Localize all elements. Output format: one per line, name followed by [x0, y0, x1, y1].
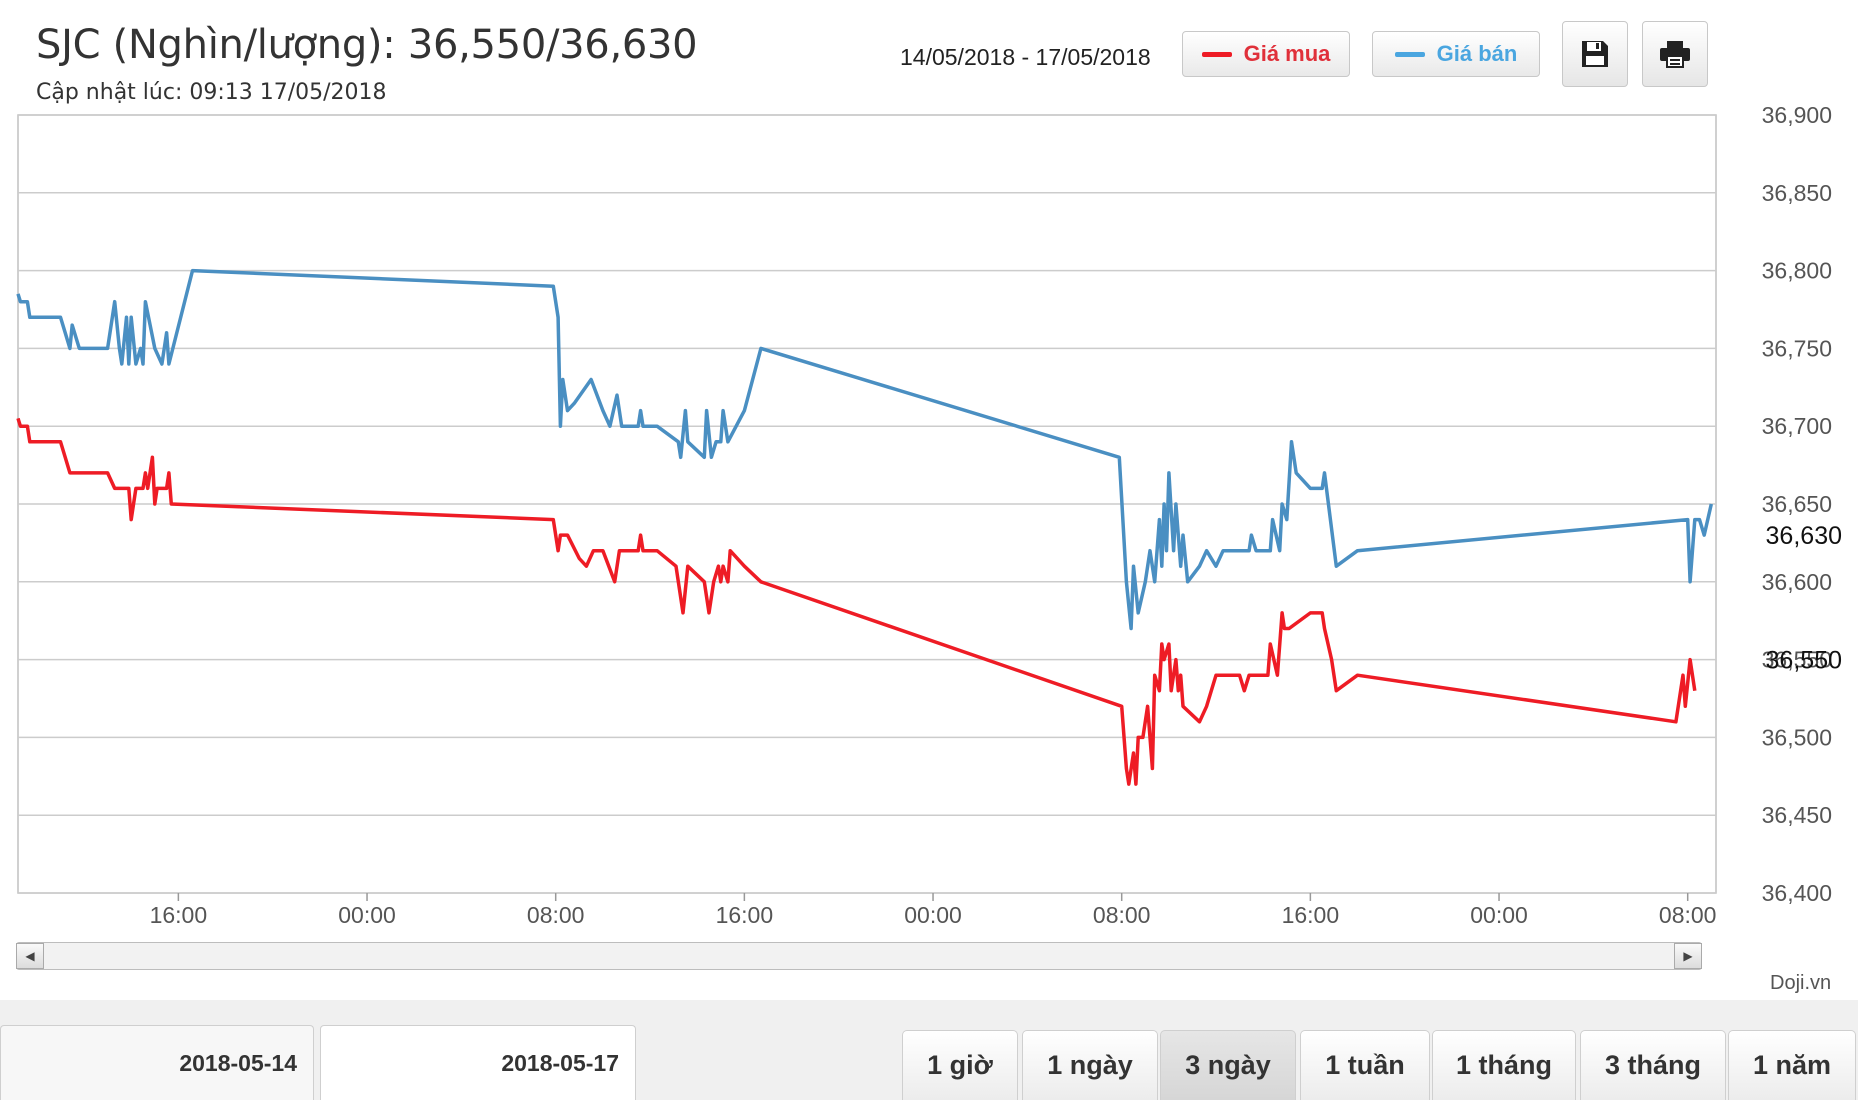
y-tick-label: 36,400: [1762, 880, 1832, 906]
period-1-month-button[interactable]: 1 tháng: [1432, 1030, 1576, 1100]
legend-sell-swatch: [1394, 51, 1425, 57]
period-label: 1 tuần: [1325, 1050, 1405, 1080]
scroll-right-icon: ▶: [1683, 949, 1693, 963]
period-3-months-button[interactable]: 3 tháng: [1580, 1030, 1726, 1100]
y-tick-label: 36,600: [1762, 569, 1832, 595]
print-button[interactable]: [1642, 21, 1708, 87]
from-date-label: 2018-05-14: [179, 1049, 297, 1076]
current-buy-label: 36,550: [1766, 647, 1842, 675]
buy-price-line: [16, 417, 1697, 786]
period-label: 1 giờ: [927, 1050, 993, 1080]
printer-icon: [1660, 41, 1690, 68]
x-tick-label: 00:00: [904, 902, 962, 928]
scroll-right-button[interactable]: ▶: [1674, 943, 1702, 969]
x-tick-label: 08:00: [1093, 902, 1151, 928]
y-tick-label: 36,500: [1762, 724, 1832, 750]
page-title: SJC (Nghìn/lượng): 36,550/36,630: [36, 22, 698, 68]
scroll-left-button[interactable]: ◀: [16, 943, 44, 969]
x-tick-label: 08:00: [1659, 902, 1717, 928]
legend-sell-label: Giá bán: [1436, 41, 1518, 66]
x-tick-label: 16:00: [1282, 902, 1340, 928]
x-tick-label: 00:00: [1470, 902, 1528, 928]
x-tick-label: 16:00: [150, 902, 208, 928]
price-chart: 36,400 36,450 36,500 36,550 36,600 36,650 36,7…: [16, 102, 1842, 928]
from-date-tab[interactable]: 2018-05-14: [0, 1025, 314, 1100]
save-button[interactable]: [1562, 21, 1628, 87]
y-tick-label: 36,900: [1762, 102, 1832, 128]
x-tick-label: 00:00: [338, 902, 396, 928]
y-tick-label: 36,550: [1762, 647, 1832, 673]
y-tick-label: 36,700: [1762, 413, 1832, 439]
period-label: 1 năm: [1752, 1050, 1832, 1080]
to-date-tab[interactable]: 2018-05-17: [320, 1025, 636, 1100]
sell-price-line: [16, 268, 1714, 631]
period-1-hour-button[interactable]: 1 giờ: [902, 1030, 1018, 1100]
chart-scrollbar[interactable]: ◀ ▶: [16, 942, 1702, 970]
period-3-days-button[interactable]: 3 ngày: [1160, 1030, 1296, 1100]
to-date-label: 2018-05-17: [501, 1049, 619, 1076]
period-label: 3 ngày: [1185, 1050, 1271, 1080]
scroll-left-icon: ◀: [25, 949, 35, 963]
x-tick-label: 16:00: [716, 902, 774, 928]
legend-buy-swatch: [1201, 51, 1232, 57]
date-range: 14/05/2018 - 17/05/2018: [900, 44, 1151, 70]
y-tick-label: 36,650: [1762, 491, 1832, 517]
y-tick-label: 36,850: [1762, 180, 1832, 206]
x-tick-label: 08:00: [527, 902, 585, 928]
legend-buy-button[interactable]: Giá mua: [1182, 31, 1350, 77]
period-1-day-button[interactable]: 1 ngày: [1022, 1030, 1158, 1100]
credit-link[interactable]: Doji.vn: [1770, 972, 1832, 994]
y-tick-label: 36,750: [1762, 335, 1832, 361]
period-label: 1 tháng: [1455, 1050, 1552, 1080]
current-sell-label: 36,630: [1766, 522, 1842, 550]
legend-buy-label: Giá mua: [1243, 41, 1331, 66]
y-tick-label: 36,800: [1762, 258, 1832, 284]
y-tick-label: 36,450: [1762, 802, 1832, 828]
period-1-week-button[interactable]: 1 tuần: [1300, 1030, 1430, 1100]
floppy-disk-icon: [1582, 41, 1608, 67]
period-label: 1 ngày: [1047, 1050, 1133, 1080]
period-label: 3 tháng: [1604, 1050, 1701, 1080]
legend-sell-button[interactable]: Giá bán: [1372, 31, 1540, 77]
period-1-year-button[interactable]: 1 năm: [1728, 1030, 1856, 1100]
update-timestamp: Cập nhật lúc: 09:13 17/05/2018: [36, 80, 387, 105]
